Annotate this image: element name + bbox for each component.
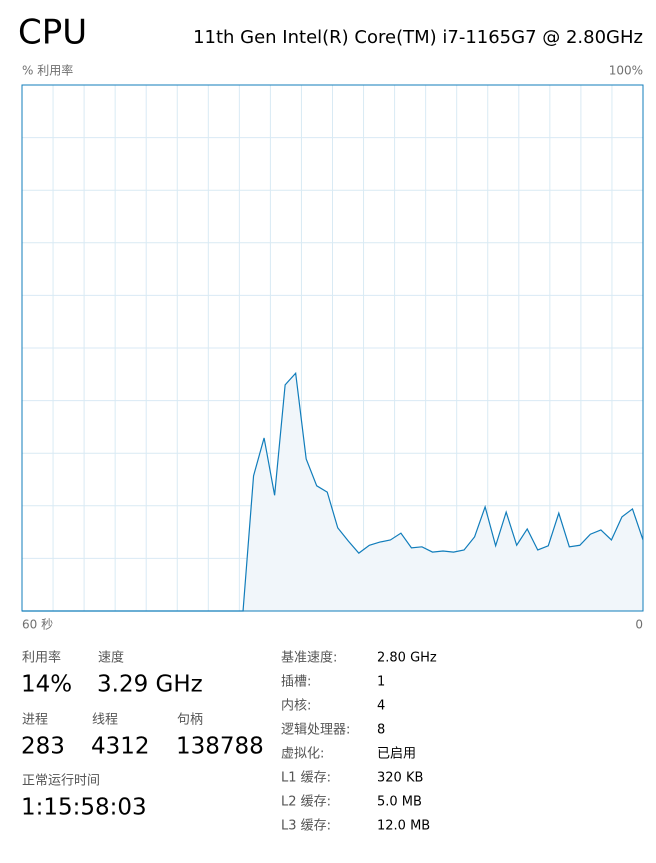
stat-value: 283 bbox=[21, 734, 65, 760]
spec-value: 5.0 MB bbox=[377, 795, 422, 810]
processor: 11th Gen Intel(R) Core(TM) i7-1165G7 @ 2… bbox=[193, 27, 643, 48]
stat-label: 正常运行时间 bbox=[22, 774, 100, 789]
y-max-label: 100% bbox=[609, 64, 643, 78]
spec-label: 虚拟化: bbox=[281, 747, 324, 762]
x-start-label: 60 秒 bbox=[22, 618, 53, 632]
stat-value: 138788 bbox=[176, 734, 264, 760]
plot bbox=[21, 84, 644, 612]
title: CPU bbox=[18, 13, 87, 53]
spec-value: 1 bbox=[377, 675, 385, 690]
spec-label: L2 缓存: bbox=[281, 795, 331, 810]
stat-value: 14% bbox=[21, 672, 72, 698]
spec-label: 基准速度: bbox=[281, 650, 337, 666]
stat-label: 速度 bbox=[98, 650, 124, 666]
x-end-label: 0 bbox=[635, 618, 643, 632]
stats: 利用率 14% 速度 3.29 GHz 进程 283 线程 4312 句柄 138788 正常运行时… bbox=[21, 650, 437, 834]
spec-value: 320 KB bbox=[377, 771, 423, 786]
area-fill bbox=[22, 373, 643, 611]
spec-value: 2.80 GHz bbox=[377, 651, 437, 666]
stat-value: 3.29 GHz bbox=[97, 672, 203, 698]
spec-label: L3 缓存: bbox=[281, 819, 331, 834]
spec-label: 插槽: bbox=[281, 675, 311, 690]
spec-label: 内核: bbox=[281, 698, 311, 714]
spec-value: 12.0 MB bbox=[377, 819, 430, 834]
spec-value: 已启用 bbox=[377, 747, 416, 762]
stat-value: 1:15:58:03 bbox=[21, 795, 147, 821]
spec-label: L1 缓存: bbox=[281, 771, 331, 786]
stat-label: 线程 bbox=[92, 713, 118, 728]
chart-border bbox=[21, 84, 644, 612]
y-label: % 利用率 bbox=[22, 63, 73, 78]
spec-value: 8 bbox=[377, 723, 385, 738]
stat-label: 利用率 bbox=[22, 650, 61, 666]
stat-label: 句柄 bbox=[177, 713, 203, 728]
spec-value: 4 bbox=[377, 699, 385, 714]
spec-label: 逻辑处理器: bbox=[281, 723, 350, 738]
stat-value: 4312 bbox=[91, 734, 150, 760]
stat-label: 进程 bbox=[22, 713, 48, 728]
